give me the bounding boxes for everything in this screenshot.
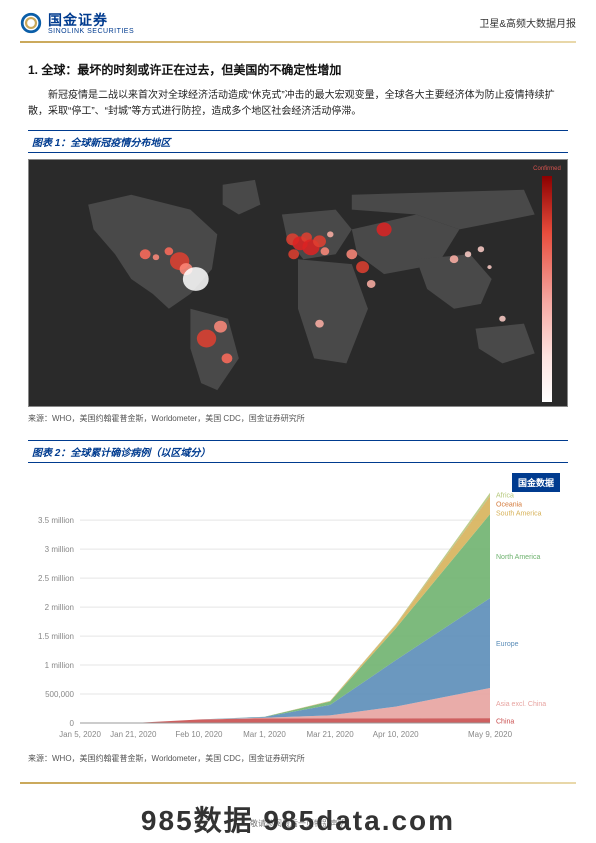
- map-hotspot: [183, 267, 209, 291]
- figure-1: 图表 1：全球新冠疫情分布地区: [28, 130, 568, 407]
- map-hotspot: [346, 249, 357, 259]
- world-map: Confirmed: [28, 159, 568, 407]
- svg-text:Apr 10, 2020: Apr 10, 2020: [373, 730, 419, 739]
- logo-text-en: SINOLINK SECURITIES: [48, 28, 134, 35]
- footer-divider: [20, 782, 576, 784]
- map-hotspot: [315, 320, 324, 328]
- map-hotspot: [214, 321, 227, 333]
- logo-ring-icon: [20, 12, 42, 34]
- svg-text:Mar 21, 2020: Mar 21, 2020: [307, 730, 355, 739]
- svg-text:Mar 1, 2020: Mar 1, 2020: [243, 730, 286, 739]
- figure-1-title: 图表 1：全球新冠疫情分布地区: [28, 130, 568, 153]
- brand-logo: 国金证券 SINOLINK SECURITIES: [20, 10, 134, 35]
- map-svg: [29, 160, 567, 406]
- series-label: Oceania: [496, 502, 522, 509]
- svg-text:Jan 5, 2020: Jan 5, 2020: [59, 730, 101, 739]
- map-hotspot: [288, 249, 299, 259]
- figure-1-source: 来源：WHO，美国约翰霍普金斯，Worldometer，美国 CDC，国金证券研…: [28, 413, 568, 424]
- figure-1-body: Confirmed: [28, 159, 568, 407]
- figure-2-body: 国金数据 0 500,000 1 million 1.5 million 2 milli…: [28, 469, 568, 747]
- series-label: Europe: [496, 641, 519, 648]
- series-label: Asia excl. China: [496, 701, 546, 708]
- map-hotspot: [165, 247, 174, 255]
- map-hotspot: [487, 265, 491, 269]
- area-series: [80, 718, 490, 723]
- map-hotspot: [197, 330, 216, 348]
- chart-badge: 国金数据: [512, 473, 560, 492]
- legend-label: Confirmed: [533, 166, 561, 172]
- map-hotspot: [313, 235, 326, 247]
- map-hotspot: [327, 231, 333, 237]
- svg-text:500,000: 500,000: [45, 690, 74, 699]
- svg-text:May 9, 2020: May 9, 2020: [468, 730, 513, 739]
- svg-text:2 million: 2 million: [45, 603, 74, 612]
- svg-text:2.5 million: 2.5 million: [38, 574, 74, 583]
- svg-text:Jan 21, 2020: Jan 21, 2020: [110, 730, 157, 739]
- area-chart-svg: 0 500,000 1 million 1.5 million 2 million 2.5…: [28, 469, 568, 747]
- figure-2-source: 来源：WHO，美国约翰霍普金斯，Worldometer，美国 CDC，国金证券研…: [28, 753, 568, 764]
- svg-text:1.5 million: 1.5 million: [38, 632, 74, 641]
- map-hotspot: [153, 254, 159, 260]
- svg-text:1 million: 1 million: [45, 661, 74, 670]
- series-label: North America: [496, 554, 540, 561]
- legend-colorbar: [542, 176, 552, 402]
- map-hotspot: [321, 247, 330, 255]
- map-hotspot: [499, 316, 505, 322]
- svg-text:3 million: 3 million: [45, 545, 74, 554]
- figure-2-title: 图表 2：全球累计确诊病例（以区域分）: [28, 440, 568, 463]
- map-hotspot: [367, 280, 376, 288]
- map-hotspot: [140, 249, 151, 259]
- logo-text-block: 国金证券 SINOLINK SECURITIES: [48, 10, 134, 35]
- map-hotspot: [377, 222, 392, 236]
- svg-text:Feb 10, 2020: Feb 10, 2020: [175, 730, 223, 739]
- map-hotspot: [450, 255, 459, 263]
- map-hotspot: [222, 353, 233, 363]
- section-1: 1. 全球：最坏的时刻或许正在过去，但美国的不确定性增加 新冠疫情是二战以来首次…: [0, 43, 596, 120]
- section-1-body: 新冠疫情是二战以来首次对全球经济活动造成“休克式”冲击的最大宏观变量，全球各大主…: [28, 88, 568, 120]
- figure-2: 图表 2：全球累计确诊病例（以区域分） 国金数据 0 500,000 1 milli…: [28, 440, 568, 747]
- section-1-title: 1. 全球：最坏的时刻或许正在过去，但美国的不确定性增加: [28, 61, 568, 78]
- series-label: China: [496, 719, 514, 726]
- svg-text:0: 0: [70, 719, 75, 728]
- page: 国金证券 SINOLINK SECURITIES 卫星&高频大数据月报 1. 全…: [0, 0, 596, 843]
- area-chart: 国金数据 0 500,000 1 million 1.5 million 2 milli…: [28, 469, 568, 747]
- svg-text:3.5 million: 3.5 million: [38, 516, 74, 525]
- map-hotspot: [356, 261, 369, 273]
- map-hotspot: [465, 251, 471, 257]
- map-hotspot: [478, 246, 484, 252]
- series-label: South America: [496, 511, 542, 518]
- logo-text-cn: 国金证券: [48, 10, 134, 30]
- page-header: 国金证券 SINOLINK SECURITIES 卫星&高频大数据月报: [0, 0, 596, 41]
- map-legend: Confirmed: [533, 166, 561, 402]
- page-footer-note: 敬请参阅最后一页特别声明: [0, 818, 596, 829]
- header-right-label: 卫星&高频大数据月报: [479, 15, 576, 30]
- series-label: Africa: [496, 493, 514, 500]
